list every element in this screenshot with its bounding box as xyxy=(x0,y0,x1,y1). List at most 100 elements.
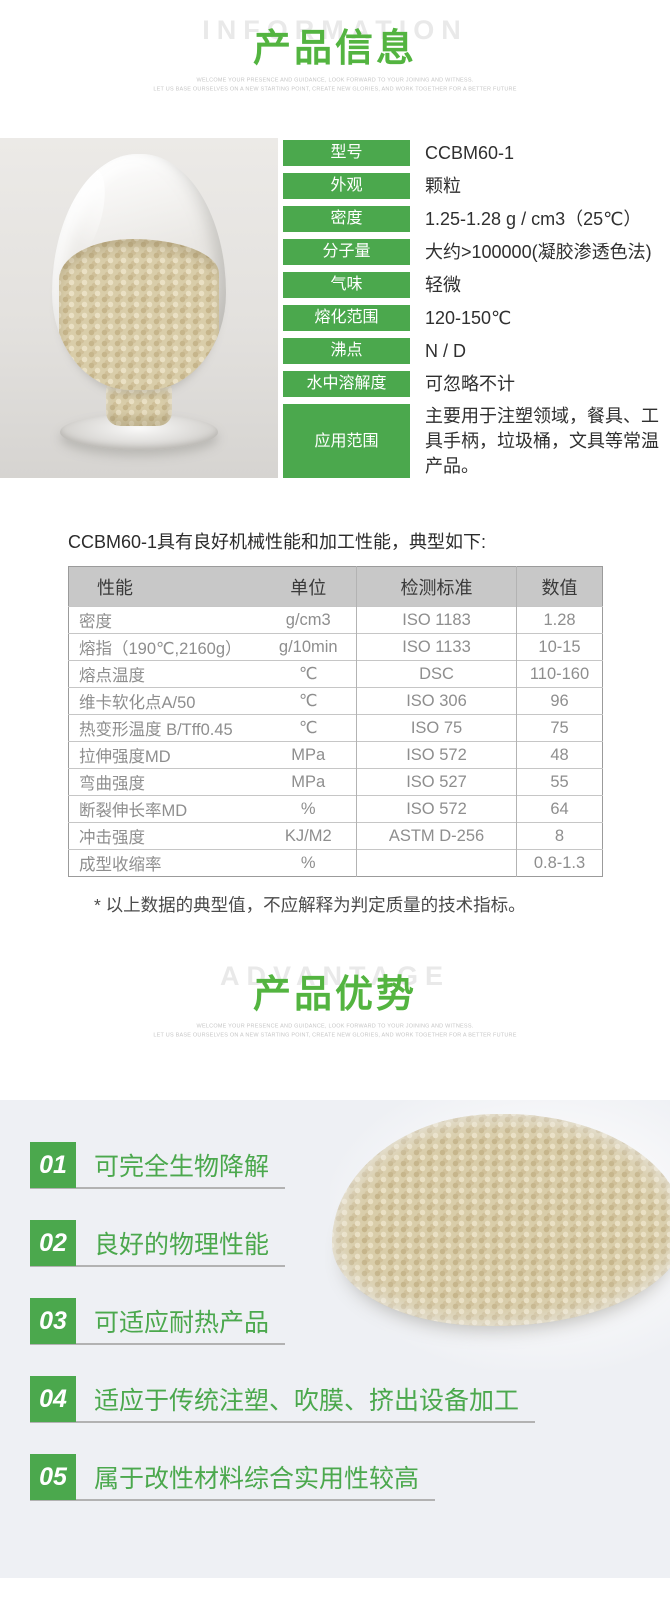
advantage-section-header: ADVANTAGE 产品优势 WELCOME YOUR PRESENCE AND… xyxy=(0,956,670,1053)
cell-unit: ℃ xyxy=(260,714,357,742)
col-header-unit: 单位 xyxy=(260,566,357,607)
cell-value: 0.8-1.3 xyxy=(516,849,603,877)
cell-unit: g/cm3 xyxy=(260,606,357,634)
info-tagline-2: LET US BASE OURSELVES ON A NEW STARTING … xyxy=(153,85,517,92)
cell-standard: ISO 75 xyxy=(356,714,517,742)
spec-list: 型号 CCBM60-1 外观 颗粒 密度 1.25-1.28 g / cm3（2… xyxy=(283,140,660,485)
spec-row-melting-range: 熔化范围 120-150℃ xyxy=(283,305,660,331)
cell-value: 64 xyxy=(516,795,603,823)
advantage-tagline-1: WELCOME YOUR PRESENCE AND GUIDANCE, LOOK… xyxy=(196,1023,474,1030)
cell-unit: MPa xyxy=(260,741,357,769)
col-header-property: 性能 xyxy=(68,566,261,607)
spec-label: 应用范围 xyxy=(283,404,410,479)
advantage-item-5: 05 属于改性材料综合实用性较高 xyxy=(30,1454,436,1501)
spec-value: 可忽略不计 xyxy=(425,373,515,394)
number-badge: 05 xyxy=(30,1454,76,1500)
spec-value: 轻微 xyxy=(425,274,461,295)
advantage-item-3: 03 可适应耐热产品 xyxy=(30,1298,286,1345)
cell-property: 成型收缩率 xyxy=(68,849,261,877)
spec-value: 1.25-1.28 g / cm3（25℃） xyxy=(425,208,642,229)
table-row: 冲击强度 KJ/M2 ASTM D-256 8 xyxy=(68,822,603,850)
advantages-panel: 01 可完全生物降解 02 良好的物理性能 03 可适应耐热产品 04 适应于传… xyxy=(0,1100,670,1578)
table-header-row: 性能 单位 检测标准 数值 xyxy=(68,566,603,607)
number-badge: 04 xyxy=(30,1376,76,1422)
table-footnote: * 以上数据的典型值，不应解释为判定质量的技术指标。 xyxy=(94,895,526,915)
spec-label: 密度 xyxy=(283,206,410,232)
cell-standard: ISO 572 xyxy=(356,795,517,823)
table-row: 密度 g/cm3 ISO 1183 1.28 xyxy=(68,606,603,634)
product-photo xyxy=(0,138,278,478)
cell-unit: g/10min xyxy=(260,633,357,661)
spec-label: 分子量 xyxy=(283,239,410,265)
advantage-section-title: 产品优势 xyxy=(252,974,417,1016)
spec-row-model: 型号 CCBM60-1 xyxy=(283,140,660,166)
spec-value: 120-150℃ xyxy=(425,307,512,328)
product-info-area: 型号 CCBM60-1 外观 颗粒 密度 1.25-1.28 g / cm3（2… xyxy=(0,138,670,479)
advantage-text: 属于改性材料综合实用性较高 xyxy=(94,1465,420,1493)
spec-label: 气味 xyxy=(283,272,410,298)
spec-value: 颗粒 xyxy=(425,175,461,196)
spec-value: 主要用于注塑领域，餐具、工具手柄，垃圾桶，文具等常温产品。 xyxy=(425,406,659,476)
mech-table-area: CCBM60-1具有良好机械性能和加工性能，典型如下: 性能 单位 检测标准 数… xyxy=(68,528,603,917)
spec-row-molecular-weight: 分子量 大约>100000(凝胶渗透色法) xyxy=(283,239,660,265)
cell-value: 1.28 xyxy=(516,606,603,634)
advantage-tagline-2: LET US BASE OURSELVES ON A NEW STARTING … xyxy=(153,1031,517,1038)
spec-label: 型号 xyxy=(283,140,410,166)
cell-value: 75 xyxy=(516,714,603,742)
cell-value: 96 xyxy=(516,687,603,715)
cell-property: 弯曲强度 xyxy=(68,768,261,796)
advantage-text: 可适应耐热产品 xyxy=(94,1309,270,1337)
cell-standard: DSC xyxy=(356,660,517,688)
spec-label: 熔化范围 xyxy=(283,305,410,331)
number-badge: 01 xyxy=(30,1142,76,1188)
cell-value: 10-15 xyxy=(516,633,603,661)
cell-standard: ASTM D-256 xyxy=(356,822,517,850)
spec-value: N / D xyxy=(425,340,467,361)
advantage-text: 适应于传统注塑、吹膜、挤出设备加工 xyxy=(94,1387,520,1415)
advantage-item-4: 04 适应于传统注塑、吹膜、挤出设备加工 xyxy=(30,1376,536,1423)
info-watermark: INFORMATION xyxy=(202,15,468,45)
spec-value: CCBM60-1 xyxy=(425,142,515,163)
cell-value: 55 xyxy=(516,768,603,796)
cell-unit: MPa xyxy=(260,768,357,796)
table-intro: CCBM60-1具有良好机械性能和加工性能，典型如下: xyxy=(68,532,487,552)
spec-row-boiling-point: 沸点 N / D xyxy=(283,338,660,364)
advantage-text: 良好的物理性能 xyxy=(94,1231,270,1259)
table-row: 热变形温度 B/Tff0.45 ℃ ISO 75 75 xyxy=(68,714,603,742)
advantage-item-1: 01 可完全生物降解 xyxy=(30,1142,286,1189)
pellets-fill xyxy=(58,238,220,390)
advantages-list: 01 可完全生物降解 02 良好的物理性能 03 可适应耐热产品 04 适应于传… xyxy=(30,1142,536,1501)
col-header-value: 数值 xyxy=(516,566,603,607)
info-section-title: 产品信息 xyxy=(252,28,417,70)
cell-standard: ISO 306 xyxy=(356,687,517,715)
table-row: 熔指（190℃,2160g） g/10min ISO 1133 10-15 xyxy=(68,633,603,661)
cell-value: 8 xyxy=(516,822,603,850)
cell-unit: ℃ xyxy=(260,660,357,688)
table-row: 熔点温度 ℃ DSC 110-160 xyxy=(68,660,603,688)
glass-egg xyxy=(52,154,226,390)
underline xyxy=(30,1187,286,1189)
cell-property: 断裂伸长率MD xyxy=(68,795,261,823)
cell-standard: ISO 572 xyxy=(356,741,517,769)
cell-standard: ISO 1133 xyxy=(356,633,517,661)
underline xyxy=(30,1499,436,1501)
cell-standard: ISO 527 xyxy=(356,768,517,796)
spec-label: 外观 xyxy=(283,173,410,199)
cell-property: 维卡软化点A/50 xyxy=(68,687,261,715)
table-row: 维卡软化点A/50 ℃ ISO 306 96 xyxy=(68,687,603,715)
table-row: 弯曲强度 MPa ISO 527 55 xyxy=(68,768,603,796)
info-taglines: WELCOME YOUR PRESENCE AND GUIDANCE, LOOK… xyxy=(151,76,520,93)
cell-standard: ISO 1183 xyxy=(356,606,517,634)
cell-unit: % xyxy=(260,849,357,877)
cell-property: 热变形温度 B/Tff0.45 xyxy=(68,714,261,742)
cell-value: 110-160 xyxy=(516,660,603,688)
cell-property: 密度 xyxy=(68,606,261,634)
info-section-header: INFORMATION 产品信息 WELCOME YOUR PRESENCE A… xyxy=(0,10,670,107)
pellets-pile-photo xyxy=(332,1114,670,1326)
spec-label: 水中溶解度 xyxy=(283,371,410,397)
spec-label: 沸点 xyxy=(283,338,410,364)
spec-row-water-solubility: 水中溶解度 可忽略不计 xyxy=(283,371,660,397)
table-row: 成型收缩率 % 0.8-1.3 xyxy=(68,849,603,877)
cell-property: 冲击强度 xyxy=(68,822,261,850)
